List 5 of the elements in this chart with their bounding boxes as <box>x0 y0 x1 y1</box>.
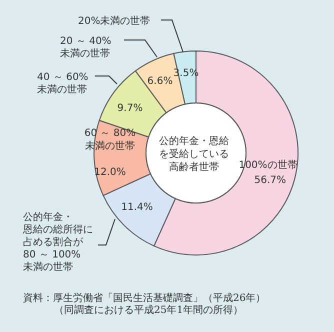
annotation: （同調査における平成25年1年間の所得） <box>54 305 244 316</box>
title: 公的年金・恩給 <box>159 136 229 147</box>
title: を受給している <box>159 149 229 160</box>
title: 高齢者世帯 <box>169 162 219 173</box>
annotation: 資料：厚生労働省「国民生活基礎調査」（平成26年） <box>23 293 266 304</box>
